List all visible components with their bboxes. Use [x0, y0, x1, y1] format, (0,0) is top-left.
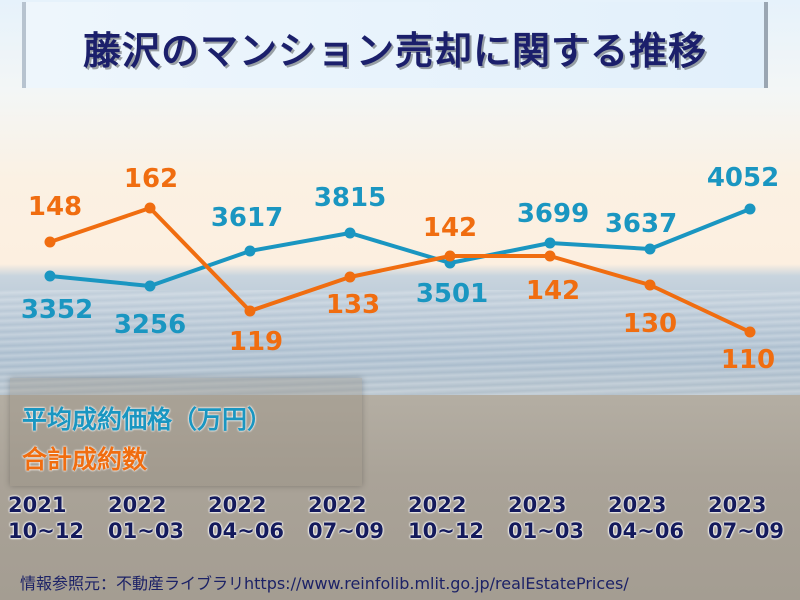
x-tick-months: 07~09: [708, 519, 785, 543]
count-label: 148: [28, 192, 82, 222]
x-tick: 2022 07~09: [308, 492, 398, 544]
avg-label: 3256: [114, 310, 186, 340]
count-label: 110: [721, 345, 775, 375]
avg-label: 3501: [416, 279, 488, 309]
x-tick-year: 2023: [608, 493, 667, 517]
avg-label: 3815: [314, 183, 386, 213]
count-label: 142: [423, 213, 477, 243]
title-banner: 藤沢のマンション売却に関する推移: [22, 2, 768, 88]
count-label: 162: [124, 164, 178, 194]
x-tick-months: 10~12: [408, 519, 485, 543]
x-tick-year: 2022: [308, 493, 367, 517]
avg-label: 3617: [211, 203, 283, 233]
legend-count: 合計成約数: [22, 445, 148, 474]
x-tick-months: 07~09: [308, 519, 385, 543]
avg-label: 3699: [517, 199, 589, 229]
count-line: [49, 206, 751, 334]
count-labels: 148 162 119 133 142 142 130 110: [28, 164, 775, 375]
x-tick: 2021 10~12: [8, 492, 98, 544]
count-label: 119: [229, 327, 283, 357]
x-tick-year: 2022: [108, 493, 167, 517]
x-tick: 2023 01~03: [508, 492, 598, 544]
sea-waves: [0, 290, 800, 400]
x-tick-year: 2022: [208, 493, 267, 517]
count-markers: [44, 202, 756, 338]
x-tick: 2022 04~06: [208, 492, 298, 544]
x-tick: 2023 07~09: [708, 492, 798, 544]
legend-avg-price: 平均成約価格（万円）: [22, 405, 273, 434]
x-tick-months: 04~06: [608, 519, 685, 543]
x-tick: 2023 04~06: [608, 492, 698, 544]
legend-box: [10, 378, 362, 486]
avg-price-labels: 3352 3256 3617 3815 3501 3699 3637 4052: [21, 163, 779, 340]
x-tick-year: 2023: [508, 493, 567, 517]
avg-price-line: [49, 207, 751, 288]
x-tick-year: 2021: [8, 493, 67, 517]
count-label: 130: [623, 309, 677, 339]
count-label: 142: [526, 276, 580, 306]
avg-label: 3637: [605, 209, 677, 239]
x-tick-months: 04~06: [208, 519, 285, 543]
x-tick: 2022 01~03: [108, 492, 198, 544]
x-tick-months: 01~03: [508, 519, 585, 543]
count-label: 133: [326, 290, 380, 320]
x-tick-year: 2023: [708, 493, 767, 517]
page-title: 藤沢のマンション売却に関する推移: [82, 29, 707, 73]
avg-label: 3352: [21, 295, 93, 325]
x-tick-months: 10~12: [8, 519, 85, 543]
sand-shore: [0, 395, 800, 600]
x-tick-months: 01~03: [108, 519, 185, 543]
x-tick: 2022 10~12: [408, 492, 498, 544]
avg-label: 4052: [707, 163, 779, 193]
x-tick-year: 2022: [408, 493, 467, 517]
avg-price-markers: [44, 203, 756, 292]
source-note: 情報参照元：不動産ライブラリhttps://www.reinfolib.mlit…: [20, 574, 629, 593]
